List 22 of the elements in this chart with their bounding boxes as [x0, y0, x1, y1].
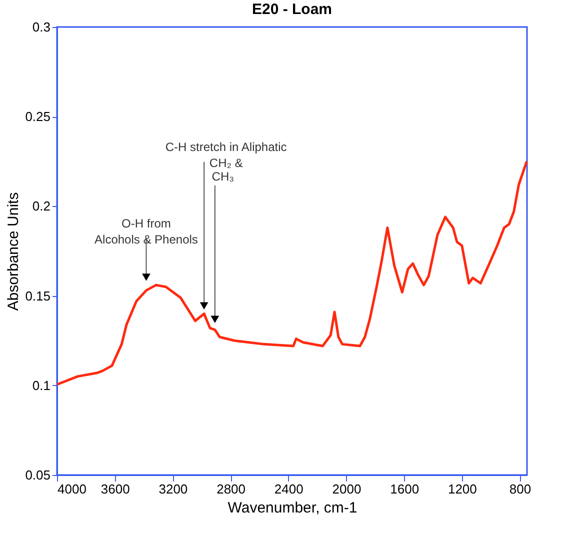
annotation: O-H from Alcohols & Phenols	[94, 216, 198, 246]
annotation: CH₃	[212, 169, 234, 184]
y-tick-label: 0.25	[25, 109, 50, 124]
y-tick-label: 0.1	[32, 378, 50, 393]
x-tick-label: 2800	[216, 482, 246, 496]
x-tick-label: 800	[509, 482, 532, 496]
y-tick-label: 0.2	[32, 198, 50, 214]
x-tick-label: 3600	[100, 482, 130, 496]
y-axis-title: Absorbance Units	[5, 192, 22, 311]
line-series	[56, 160, 528, 386]
x-tick-label: 3200	[158, 482, 188, 496]
x-tick-label: 4000	[58, 482, 86, 496]
x-tick-label: 2000	[332, 482, 362, 496]
x-tick-label: 1600	[390, 482, 420, 496]
x-axis-title: Wavenumber, cm-1	[228, 500, 358, 516]
chart-title: E20 - Loam	[252, 1, 332, 18]
x-tick-label: 1200	[448, 482, 477, 496]
x-tick-label: 2400	[274, 482, 304, 496]
y-tick-label: 0.3	[32, 20, 50, 34]
y-tick-label: 0.15	[25, 288, 50, 304]
annotation: C-H stretch in Aliphatic CH₂ &	[165, 140, 287, 170]
y-tick-label: 0.05	[25, 468, 50, 482]
